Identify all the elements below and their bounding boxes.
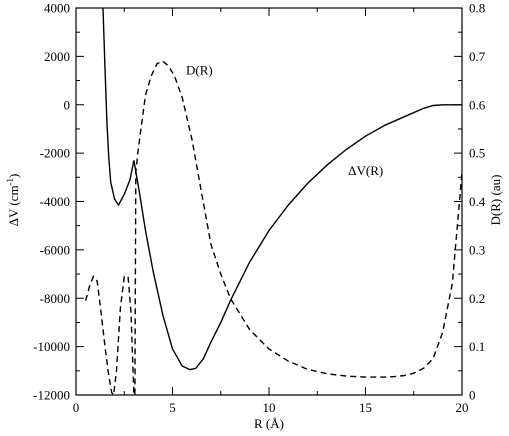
y-tick-label-right: 0.7 xyxy=(469,49,486,64)
annotation-dipole: D(R) xyxy=(186,63,213,78)
y-axis-right-label: D(R) (au) xyxy=(488,175,503,226)
y-tick-label-left: 2000 xyxy=(44,49,70,64)
y-tick-label-left: -6000 xyxy=(40,242,70,257)
y-tick-label-right: 0.3 xyxy=(469,242,485,257)
x-tick-label: 0 xyxy=(73,400,80,415)
series-line-dipole xyxy=(85,60,462,395)
x-tick-label: 10 xyxy=(263,400,276,415)
y-axis-left-label: ΔV (cm-1) xyxy=(5,174,21,227)
plot-layer xyxy=(85,8,462,395)
y-axis-left-label-main: ΔV (cm xyxy=(6,185,21,226)
x-tick-label: 5 xyxy=(169,400,176,415)
y-tick-label-left: 0 xyxy=(64,97,71,112)
y-axis-left-label-superscript: -1 xyxy=(5,178,15,186)
x-tick-label: 15 xyxy=(359,400,372,415)
series-line-potential xyxy=(102,8,462,371)
x-tick-label: 20 xyxy=(456,400,469,415)
y-tick-label-right: 0.1 xyxy=(469,339,485,354)
y-tick-label-left: -10000 xyxy=(33,339,70,354)
y-tick-label-right: 0.5 xyxy=(469,146,485,161)
x-axis-label: R (Å) xyxy=(254,416,284,431)
annotation-potential: ΔV(R) xyxy=(348,163,383,178)
y-tick-label-right: 0.8 xyxy=(469,1,485,16)
plot-frame xyxy=(75,7,463,396)
y-tick-label-right: 0.4 xyxy=(469,194,486,209)
y-tick-label-left: 4000 xyxy=(44,1,70,16)
y-axis-left-label-close: ) xyxy=(6,174,21,178)
y-tick-label-left: -12000 xyxy=(33,388,70,403)
y-tick-label-right: 0.2 xyxy=(469,291,485,306)
y-tick-label-right: 0.6 xyxy=(469,97,486,112)
y-tick-label-right: 0 xyxy=(469,388,476,403)
ticks-layer xyxy=(75,7,463,396)
y-tick-label-left: -4000 xyxy=(40,194,70,209)
y-tick-label-left: -8000 xyxy=(40,291,70,306)
y-tick-label-left: -2000 xyxy=(40,146,70,161)
labels-layer: 0 5 10 15 20 -12000 -10000 -8000 -6000 -4000 -2000… xyxy=(33,1,486,416)
